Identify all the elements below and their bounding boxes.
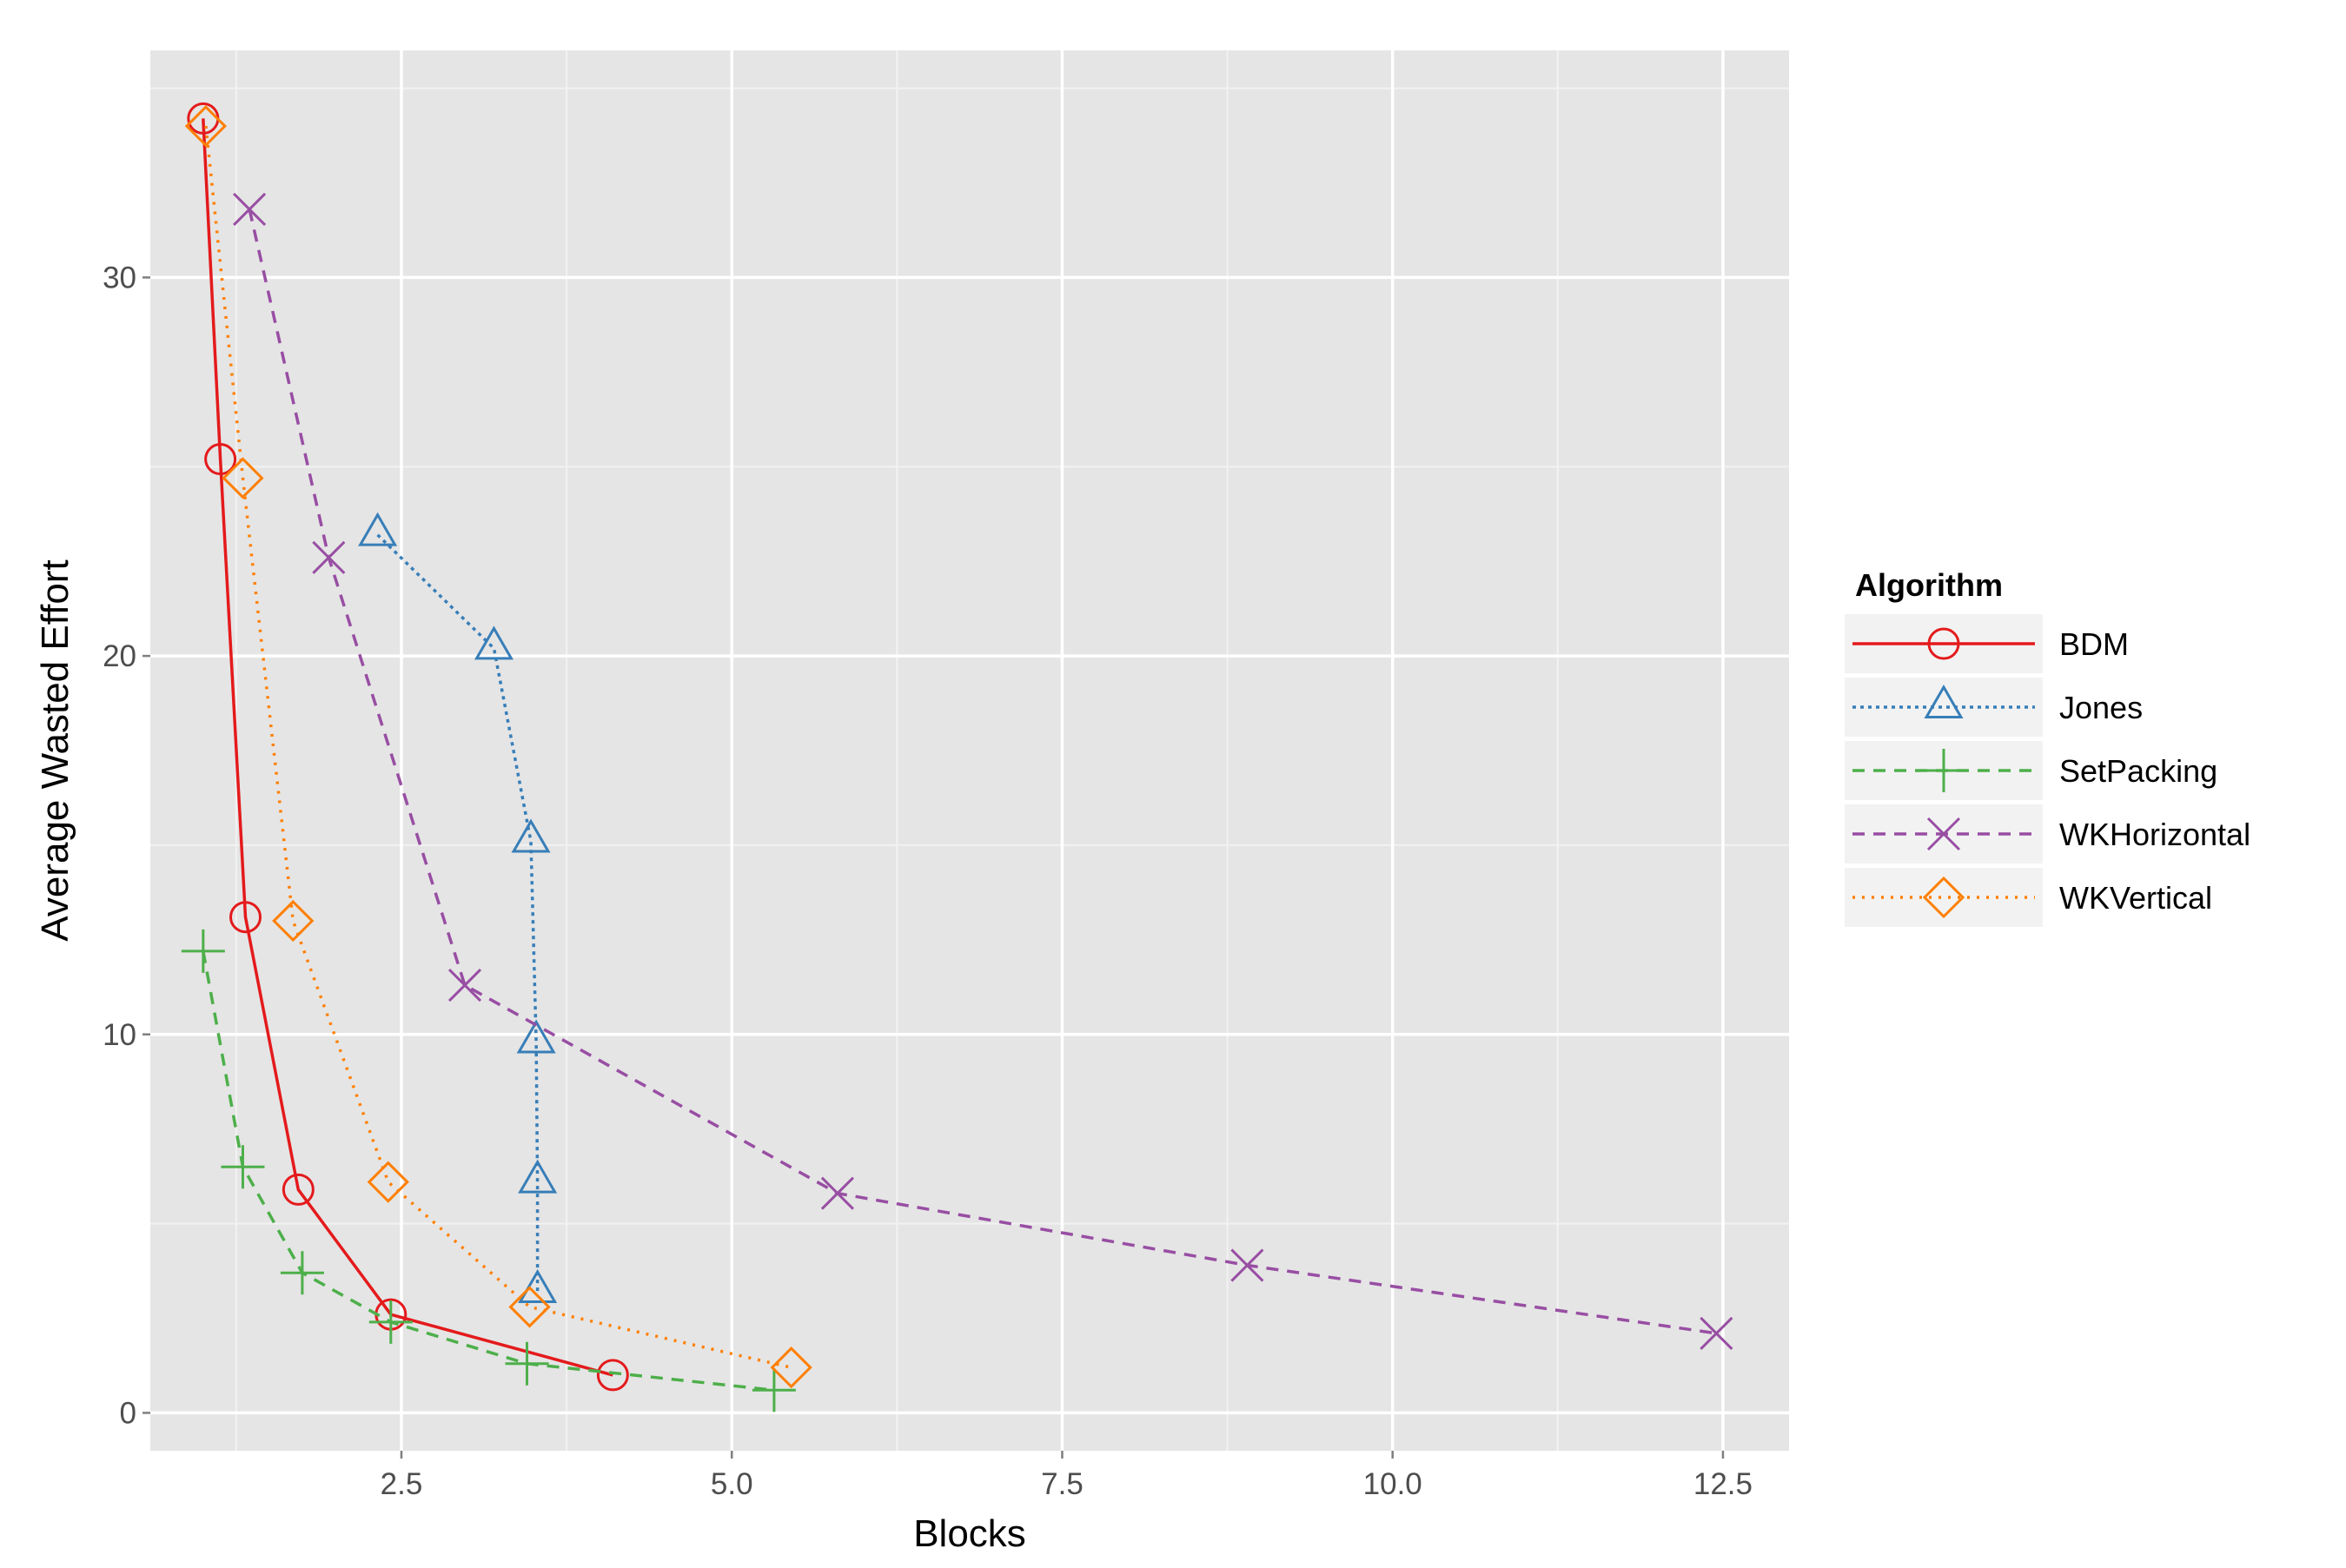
data-point-jones [474,625,514,660]
legend-label-wkvertical: WKVertical [2059,880,2212,916]
data-point-wkhorizontal [820,1176,854,1210]
x-tick-label: 2.5 [381,1467,423,1501]
legend-label-jones: Jones [2059,690,2143,725]
series-line-wkvertical [204,125,792,1369]
legend-label-bdm: BDM [2059,626,2129,662]
data-point-wkvertical [222,457,264,500]
data-point-wkvertical [770,1346,812,1389]
x-tick-label: 12.5 [1693,1467,1753,1501]
data-point-wkvertical [367,1161,409,1203]
x-tick-label: 5.0 [711,1467,753,1501]
grid-major [150,50,1789,1451]
legend-marker-wkvertical [1922,876,1965,919]
legend-marker-bdm [1927,627,1960,660]
legend-label-setpacking: SetPacking [2059,753,2217,789]
legend-marker-setpacking [1922,749,1965,792]
data-point-setpacking [505,1341,549,1386]
legend: Algorithm BDM Jones SetPacking WKHorizontal… [1843,567,2250,929]
data-point-setpacking [221,1145,265,1189]
legend-marker-wkhorizontal [1926,817,1961,851]
series-layer [181,102,1733,1413]
series-bdm [187,102,629,1392]
data-point-wkvertical [272,899,315,943]
data-point-bdm [596,1359,629,1392]
data-point-setpacking [280,1251,324,1295]
data-point-bdm [282,1173,315,1206]
x-axis-label: Blocks [913,1512,1026,1555]
data-point-wkvertical [508,1286,551,1328]
data-point-jones [511,818,551,853]
legend-title: Algorithm [1855,567,2003,603]
x-tick-label: 10.0 [1363,1467,1422,1501]
data-point-bdm [204,443,237,476]
series-line-setpacking [202,950,775,1393]
y-tick-label: 20 [103,639,136,673]
data-point-wkhorizontal [1700,1316,1733,1351]
data-point-wkvertical [184,105,228,148]
data-point-jones [518,1159,558,1194]
y-axis-label: Average Wasted Effort [34,559,76,941]
data-point-setpacking [368,1300,413,1344]
series-wkhorizontal [233,192,1733,1351]
series-line-jones [376,533,540,1292]
y-tick-label: 10 [103,1018,136,1052]
legend-items: BDM Jones SetPacking WKHorizontal WKVertical [1843,612,2250,929]
x-tick-label: 7.5 [1041,1467,1084,1501]
data-point-jones [358,512,398,546]
y-tick-label: 30 [103,261,136,294]
data-point-wkhorizontal [1230,1248,1264,1282]
series-jones [358,512,558,1304]
legend-marker-jones [1924,684,1964,718]
series-setpacking [181,929,796,1413]
axes-layer: 2.5 5.0 7.5 10.0 12.5 0 10 20 30 [103,261,1753,1501]
series-wkvertical [184,105,812,1389]
data-point-setpacking [181,929,225,973]
y-tick-label: 0 [120,1396,136,1430]
series-line-wkhorizontal [248,208,1717,1335]
plot-panel [150,50,1789,1451]
legend-label-wkhorizontal: WKHorizontal [2059,817,2250,852]
grid-minor [150,50,1789,1451]
data-point-setpacking [752,1368,796,1413]
data-point-wkhorizontal [312,540,346,574]
data-point-wkhorizontal [447,969,482,1002]
data-point-jones [516,1019,556,1054]
data-point-bdm [229,901,262,934]
data-point-wkhorizontal [233,192,267,227]
series-line-bdm [202,118,613,1377]
